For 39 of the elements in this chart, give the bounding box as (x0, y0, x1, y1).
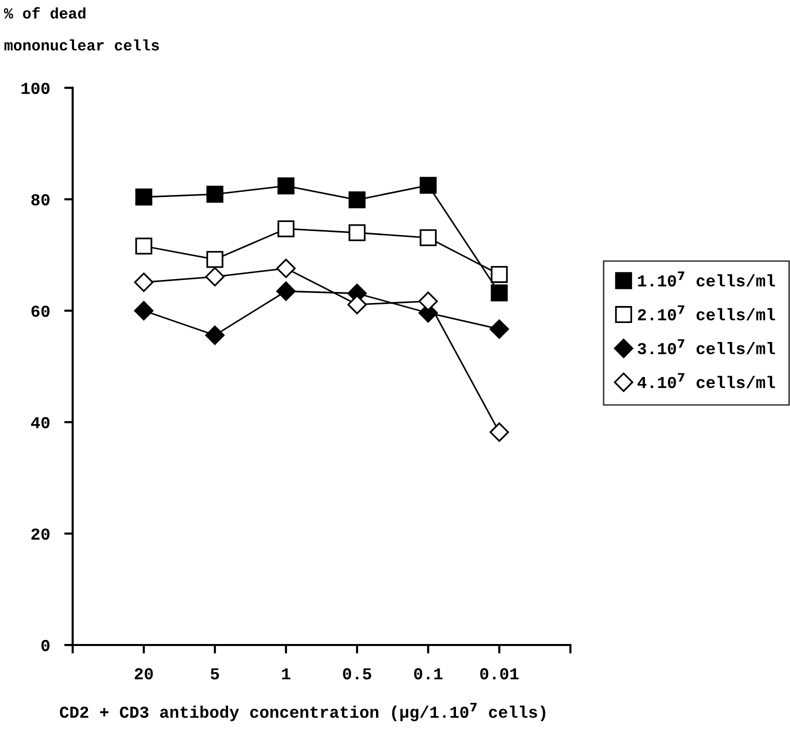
x-tick-label: 0.01 (480, 668, 519, 680)
point (135, 188, 152, 206)
x-axis-title: CD2 + CD3 antibody concentration (µg/1.10$^{7}$ cells) (60, 702, 546, 722)
point (490, 422, 509, 442)
text: % of dead mononuclear cells (4, 7, 159, 51)
point (205, 326, 225, 345)
point (348, 224, 366, 242)
point (418, 292, 438, 311)
point (348, 191, 366, 208)
legend-label: 1.10$^{7}$ cells/ml (638, 271, 776, 287)
y-tick-label: 80 (31, 194, 50, 206)
y-tick-label: 100 (22, 82, 50, 94)
point (206, 186, 224, 203)
point (490, 284, 508, 302)
point (276, 282, 296, 301)
x-tick-label: 5 (210, 668, 220, 680)
x-tick-label: 0.5 (343, 668, 372, 680)
y-tick-label: 40 (31, 417, 50, 428)
point (134, 301, 154, 320)
y-tick-label: 20 (31, 528, 50, 540)
point (278, 220, 294, 238)
legend-label: 3.10$^{7}$ cells/ml (638, 339, 776, 354)
point (420, 176, 437, 194)
y-tick-label: 0 (41, 640, 50, 652)
x-tick-label: 1 (282, 668, 290, 680)
point (206, 250, 224, 268)
x-tick-label: 20 (134, 668, 153, 680)
y-tick-label: 60 (31, 306, 50, 317)
point (490, 266, 508, 283)
point (135, 238, 152, 255)
point (490, 319, 509, 339)
legend-label: 2.10$^{7}$ cells/ml (638, 305, 776, 320)
point (276, 258, 296, 278)
point (278, 177, 294, 194)
x-tick-label: 0.1 (414, 668, 442, 680)
point (205, 267, 225, 286)
point (134, 272, 154, 292)
point (420, 229, 437, 246)
legend-label: 4.10$^{7}$ cells/ml (638, 373, 776, 388)
